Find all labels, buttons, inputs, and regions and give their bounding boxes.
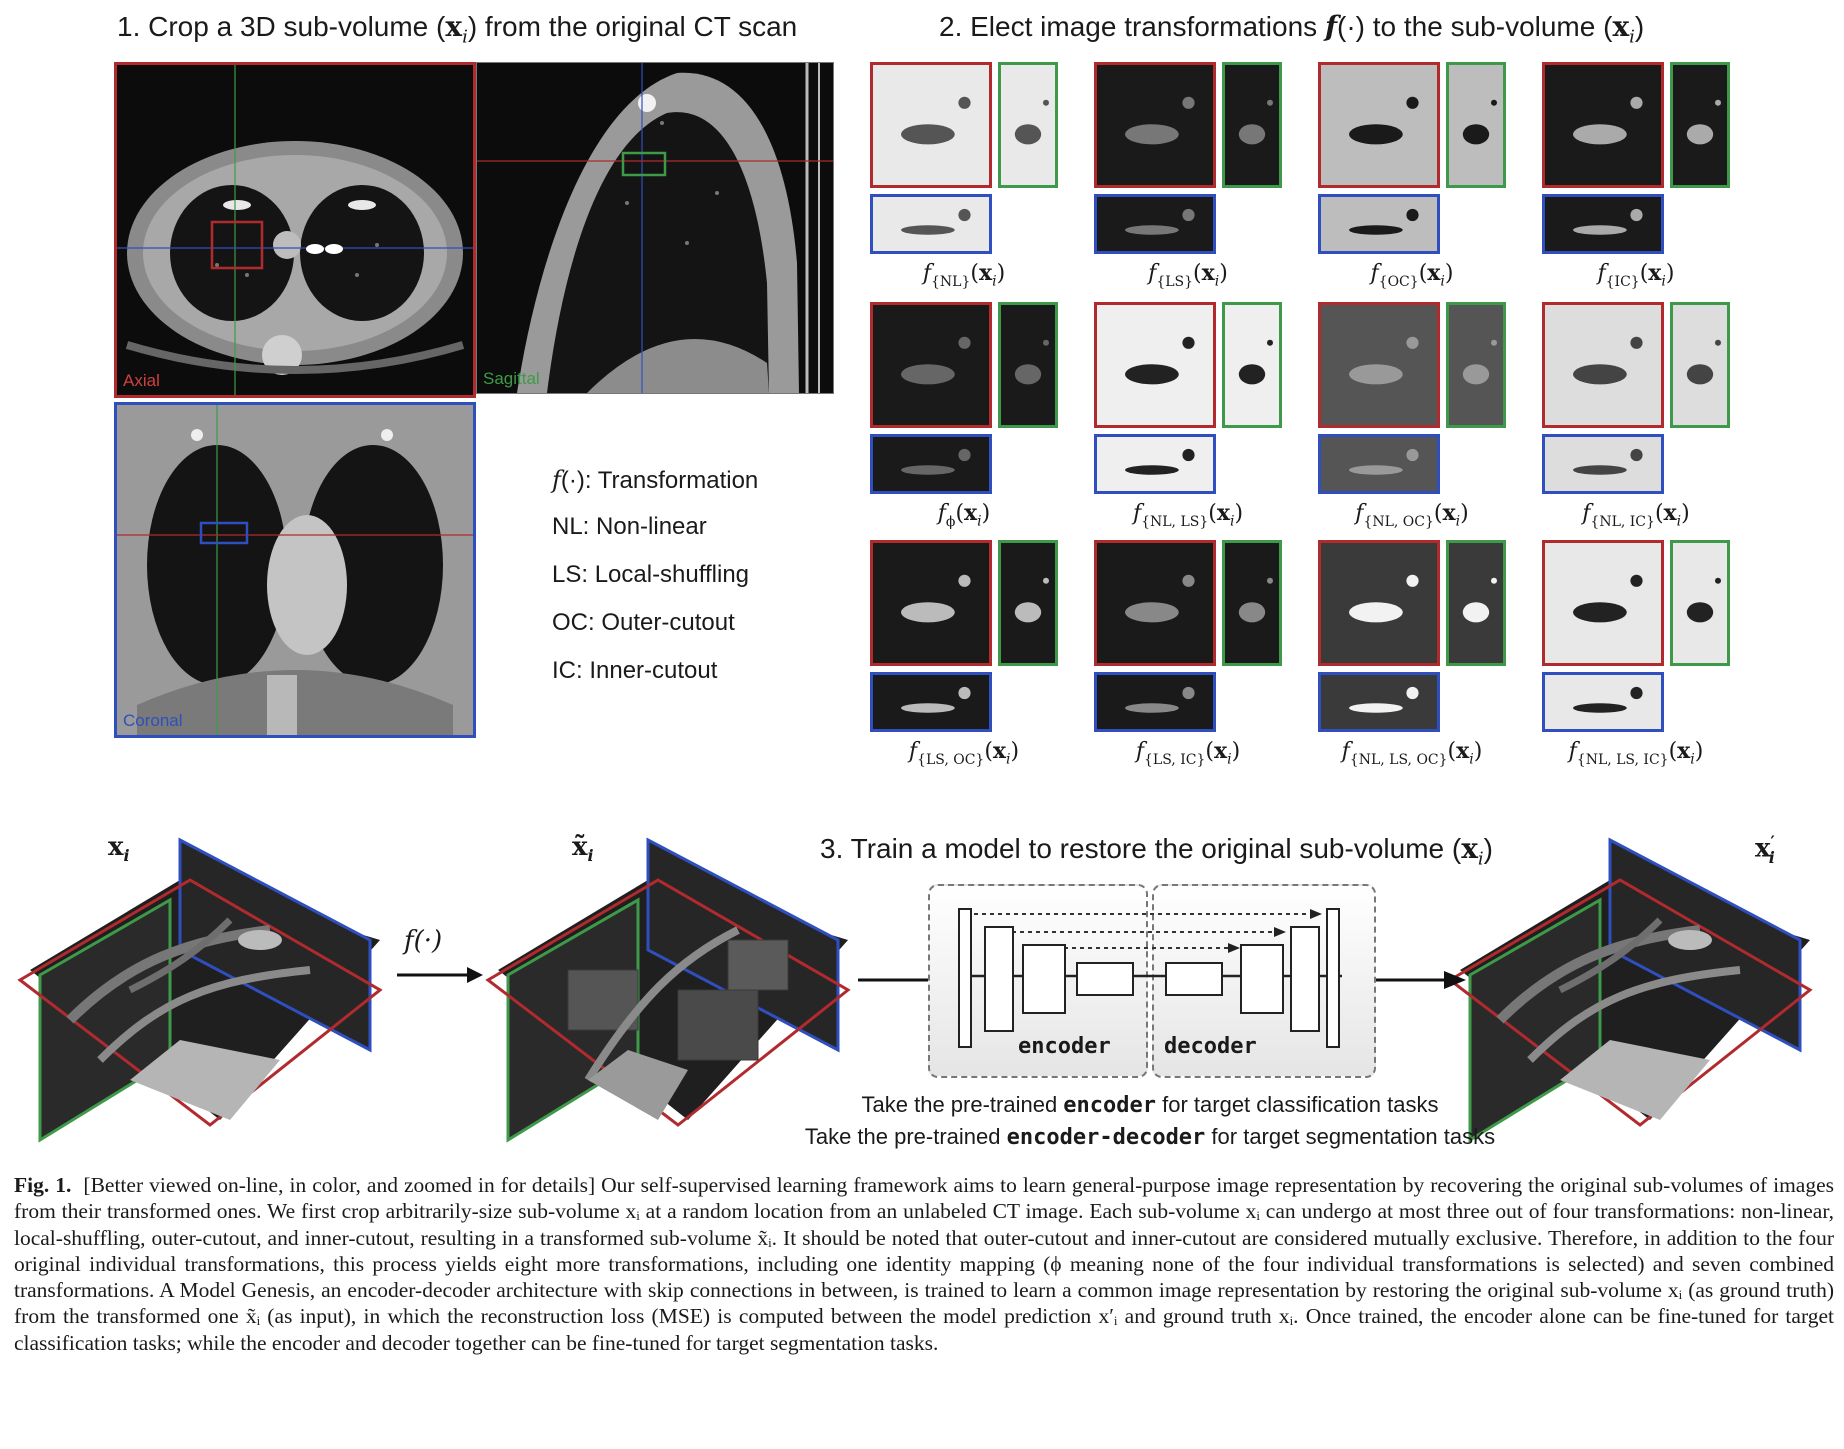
axial-view: Axial [114, 62, 476, 398]
decoder-bottleneck [1165, 962, 1223, 996]
transform-6-coronal-tile [1318, 434, 1440, 494]
encoder-bottleneck [1076, 962, 1134, 996]
transform-8-axial-tile [870, 540, 992, 666]
transform-7-axial-tile [1542, 302, 1664, 428]
legend-item-nl: NL: Non-linear [552, 513, 707, 540]
coronal-view: Coronal [114, 402, 476, 738]
figure-caption: Fig. 1. [Better viewed on-line, in color… [14, 1172, 1834, 1356]
output-arrow [1370, 971, 1466, 989]
encoder-label: encoder [1018, 1034, 1111, 1059]
transform-3-sagittal-tile [1670, 62, 1730, 188]
sagittal-label: Sagittal [483, 369, 540, 388]
encoder-layer-1 [958, 908, 972, 1048]
decoder-label: decoder [1164, 1034, 1257, 1059]
note-classification: Take the pre-trained encoder for target … [861, 1092, 1439, 1118]
coronal-label: Coronal [123, 711, 183, 730]
transform-6-sagittal-tile [1446, 302, 1506, 428]
transform-4-coronal-tile [870, 434, 992, 494]
transform-8-coronal-tile [870, 672, 992, 732]
transform-7-sagittal-tile [1670, 302, 1730, 428]
transform-10-label: f{NL, LS, OC}(xi) [1341, 738, 1483, 768]
transform-9-axial-tile [1094, 540, 1216, 666]
transform-10-coronal-tile [1318, 672, 1440, 732]
decoder-layer-2 [1290, 926, 1320, 1032]
transform-6-label: f{NL, OC}(xi) [1355, 500, 1469, 530]
transform-5-sagittal-tile [1222, 302, 1282, 428]
transform-9-coronal-tile [1094, 672, 1216, 732]
transform-8-label: f{LS, OC}(xi) [908, 738, 1020, 768]
legend-item-ic: IC: Inner-cutout [552, 657, 718, 684]
transform-1-label: f{LS}(xi) [1148, 260, 1228, 290]
transform-3-label: f{IC}(xi) [1597, 260, 1675, 290]
transform-3-axial-tile [1542, 62, 1664, 188]
transform-4-label: fϕ(xi) [937, 500, 991, 530]
transform-0-coronal-tile [870, 194, 992, 254]
sagittal-view: Sagittal [476, 62, 834, 394]
caption-text: [Better viewed on-line, in color, and zo… [14, 1173, 1835, 1355]
figure-number: Fig. 1. [14, 1173, 72, 1197]
transform-6-axial-tile [1318, 302, 1440, 428]
transform-5-coronal-tile [1094, 434, 1216, 494]
transform-arrow [397, 967, 483, 983]
axial-ct-image [117, 65, 473, 395]
transform-10-sagittal-tile [1446, 540, 1506, 666]
transform-11-axial-tile [1542, 540, 1664, 666]
transform-4-axial-tile [870, 302, 992, 428]
transform-2-axial-tile [1318, 62, 1440, 188]
section2-title: 2. Elect image transformations f(·) to t… [939, 10, 1645, 48]
restored-subvolume-label: x′i [1755, 832, 1775, 867]
transform-arrow-label: f(·) [404, 926, 443, 956]
transform-1-coronal-tile [1094, 194, 1216, 254]
transform-2-sagittal-tile [1446, 62, 1506, 188]
transform-7-coronal-tile [1542, 434, 1664, 494]
transform-5-axial-tile [1094, 302, 1216, 428]
original-subvolume-cube [17, 837, 383, 1143]
encoder-layer-2 [984, 926, 1014, 1032]
transform-3-coronal-tile [1542, 194, 1664, 254]
section3-title: 3. Train a model to restore the original… [820, 832, 1493, 870]
transform-7-label: f{NL, IC}(xi) [1582, 500, 1690, 530]
coronal-ct-image [117, 405, 473, 735]
legend-transformation: f(·): Transformation [552, 466, 759, 494]
transform-8-sagittal-tile [998, 540, 1058, 666]
transform-0-label: f{NL}(xi) [922, 260, 1006, 290]
legend-item-oc: OC: Outer-cutout [552, 609, 735, 636]
transform-2-coronal-tile [1318, 194, 1440, 254]
transform-9-label: f{LS, IC}(xi) [1135, 738, 1241, 768]
original-subvolume-label: xi [108, 832, 130, 866]
transform-1-axial-tile [1094, 62, 1216, 188]
axial-label: Axial [123, 371, 160, 390]
transform-4-sagittal-tile [998, 302, 1058, 428]
transform-11-sagittal-tile [1670, 540, 1730, 666]
transform-2-label: f{OC}(xi) [1370, 260, 1454, 290]
decoder-layer-3 [1240, 944, 1284, 1014]
transform-0-sagittal-tile [998, 62, 1058, 188]
encoder-layer-3 [1022, 944, 1066, 1014]
decoder-layer-1 [1326, 908, 1340, 1048]
transform-0-axial-tile [870, 62, 992, 188]
transform-5-label: f{NL, LS}(xi) [1132, 500, 1244, 530]
transform-1-sagittal-tile [1222, 62, 1282, 188]
transform-9-sagittal-tile [1222, 540, 1282, 666]
transform-11-label: f{NL, LS, IC}(xi) [1568, 738, 1704, 768]
restored-subvolume-cube [1447, 837, 1813, 1143]
note-segmentation: Take the pre-trained encoder-decoder for… [804, 1124, 1496, 1150]
legend-item-ls: LS: Local-shuffling [552, 561, 750, 588]
transform-11-coronal-tile [1542, 672, 1664, 732]
transformed-subvolume-label: x̃i [572, 832, 594, 866]
section1-title: 1. Crop a 3D sub-volume (xi) from the or… [117, 10, 798, 48]
transformed-subvolume-cube [485, 837, 851, 1143]
sagittal-ct-image [477, 63, 833, 393]
transform-10-axial-tile [1318, 540, 1440, 666]
